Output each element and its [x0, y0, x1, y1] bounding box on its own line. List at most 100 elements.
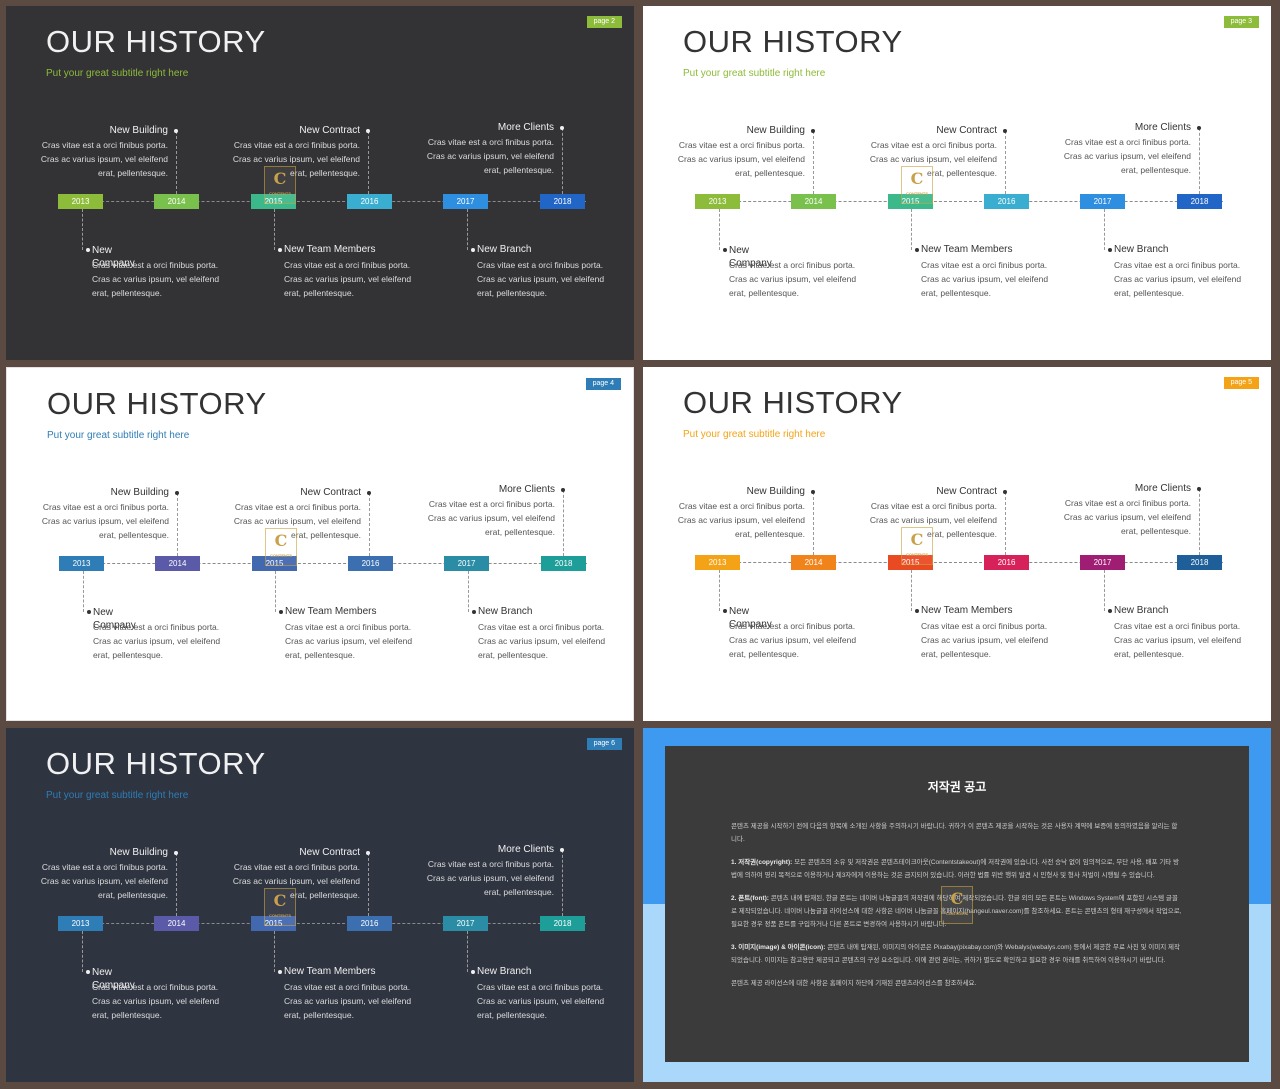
timeline-line [66, 201, 586, 202]
notice-paragraph: 콘텐츠 제공을 시작하기 전에 다음의 항목에 소개된 사항을 주의하시기 바랍… [731, 823, 1178, 843]
event-description: Cras vitae est a orci finibus porta. Cras… [921, 619, 1061, 661]
event-description-line: Cras vitae est a orci finibus porta. [92, 260, 219, 270]
event-description-line: Cras ac varius ipsum, vel eleifend [869, 515, 997, 525]
year-box-2017: 2017 [444, 556, 489, 571]
event-connector [467, 209, 468, 250]
notice-paragraph: 콘텐츠 제공 라이선스에 대한 사항은 홈페이지 하단에 기재된 콘텐츠라이선스… [731, 980, 977, 987]
event-description-line: Cras vitae est a orci finibus porta. [478, 622, 605, 632]
year-box-2013: 2013 [695, 555, 740, 570]
year-box-2017: 2017 [443, 916, 488, 931]
contents-logo: C CONTENTS [264, 166, 296, 204]
event-description-line: Cras ac varius ipsum, vel eleifend [869, 154, 997, 164]
event-description-line: Cras ac varius ipsum, vel eleifend [477, 996, 605, 1006]
slide-subtitle: Put your great subtitle right here [46, 790, 189, 801]
event-title: More Clients [497, 844, 554, 855]
timeline-line [67, 563, 587, 564]
event-description: Cras vitae est a orci finibus porta. Cras… [220, 138, 360, 180]
event-description: Cras vitae est a orci finibus porta. Cras… [220, 860, 360, 902]
page-badge: page 3 [1223, 16, 1259, 28]
event-description: Cras vitae est a orci finibus porta. Cras… [665, 499, 805, 541]
year-box-2014: 2014 [155, 556, 200, 571]
event-description-line: erat, pellentesque. [98, 168, 168, 178]
event-description-line: Cras vitae est a orci finibus porta. [427, 859, 554, 869]
event-description-line: Cras vitae est a orci finibus porta. [477, 260, 604, 270]
event-description-line: erat, pellentesque. [1121, 526, 1191, 536]
event-title: New Building [746, 486, 805, 497]
event-connector [1199, 128, 1200, 194]
event-connector [1005, 131, 1006, 194]
event-dot [1108, 609, 1112, 613]
year-box-2014: 2014 [154, 194, 199, 209]
event-description: Cras vitae est a orci finibus porta. Cras… [221, 500, 361, 542]
event-description-line: Cras ac varius ipsum, vel eleifend [1114, 635, 1242, 645]
event-dot [811, 490, 815, 494]
event-description-line: erat, pellentesque. [735, 529, 805, 539]
event-description-line: Cras ac varius ipsum, vel eleifend [729, 635, 857, 645]
slide-page-6[interactable]: page 6 OUR HISTORY Put your great subtit… [6, 728, 634, 1082]
event-title: New Team Members [284, 966, 376, 977]
page-badge: page 6 [586, 738, 622, 750]
year-box-2018: 2018 [540, 916, 585, 931]
event-connector [82, 209, 83, 250]
event-description: Cras vitae est a orci finibus porta. Cras… [1114, 619, 1254, 661]
event-description: Cras vitae est a orci finibus porta. Cras… [729, 258, 869, 300]
slide-page-5[interactable]: page 5 OUR HISTORY Put your great subtit… [643, 367, 1271, 721]
event-title: New Building [109, 125, 168, 136]
event-description-line: erat, pellentesque. [485, 527, 555, 537]
event-connector [562, 128, 563, 194]
notice-paragraph: 1. 저작권(copyright): 모든 콘텐츠의 소유 및 저작권은 콘텐츠… [731, 859, 1180, 879]
event-connector [82, 931, 83, 972]
event-description-line: Cras vitae est a orci finibus porta. [284, 982, 411, 992]
year-box-2014: 2014 [791, 194, 836, 209]
event-description-line: Cras vitae est a orci finibus porta. [1114, 621, 1241, 631]
event-title: More Clients [1134, 122, 1191, 133]
event-title: New Team Members [284, 244, 376, 255]
year-box-2013: 2013 [695, 194, 740, 209]
event-description-line: erat, pellentesque. [921, 288, 991, 298]
event-description-line: erat, pellentesque. [285, 650, 355, 660]
event-description: Cras vitae est a orci finibus porta. Cras… [284, 980, 424, 1022]
event-description-line: Cras ac varius ipsum, vel eleifend [1063, 512, 1191, 522]
slide-page-2[interactable]: page 2 OUR HISTORY Put your great subtit… [6, 6, 634, 360]
slide-page-4[interactable]: page 4 OUR HISTORY Put your great subtit… [6, 367, 634, 721]
event-title: New Team Members [285, 606, 377, 617]
event-description-line: Cras ac varius ipsum, vel eleifend [285, 636, 413, 646]
event-description-line: Cras vitae est a orci finibus porta. [233, 862, 360, 872]
event-dot [1197, 487, 1201, 491]
event-description: Cras vitae est a orci finibus porta. Cras… [857, 138, 997, 180]
event-description: Cras vitae est a orci finibus porta. Cras… [28, 860, 168, 902]
year-box-2018: 2018 [1177, 555, 1222, 570]
year-box-2014: 2014 [791, 555, 836, 570]
contents-logo: C CONTENTS [265, 528, 297, 566]
slide-subtitle: Put your great subtitle right here [683, 429, 826, 440]
event-description-line: erat, pellentesque. [477, 288, 547, 298]
event-description-line: Cras ac varius ipsum, vel eleifend [232, 876, 360, 886]
event-dot [366, 129, 370, 133]
slide-page-3[interactable]: page 3 OUR HISTORY Put your great subtit… [643, 6, 1271, 360]
contents-logo: C CONTENTS [901, 166, 933, 204]
event-title: New Building [110, 487, 169, 498]
event-description-line: Cras vitae est a orci finibus porta. [729, 260, 856, 270]
event-description-line: Cras ac varius ipsum, vel eleifend [93, 636, 221, 646]
event-title: New Building [109, 847, 168, 858]
year-box-2013: 2013 [58, 194, 103, 209]
event-dot [472, 610, 476, 614]
event-title: New Company [93, 607, 136, 631]
event-description-line: Cras ac varius ipsum, vel eleifend [729, 274, 857, 284]
contents-logo: C CONTENTS [901, 527, 933, 565]
event-dot [366, 851, 370, 855]
event-description-line: erat, pellentesque. [290, 890, 360, 900]
page-badge: page 4 [585, 378, 621, 390]
event-connector [177, 493, 178, 556]
event-description: Cras vitae est a orci finibus porta. Cras… [921, 258, 1061, 300]
event-description-line: Cras ac varius ipsum, vel eleifend [41, 516, 169, 526]
event-dot [86, 248, 90, 252]
event-description: Cras vitae est a orci finibus porta. Cras… [857, 499, 997, 541]
event-description-line: erat, pellentesque. [927, 529, 997, 539]
event-description-line: erat, pellentesque. [99, 530, 169, 540]
event-description-line: Cras vitae est a orci finibus porta. [427, 137, 554, 147]
event-description-line: erat, pellentesque. [284, 288, 354, 298]
event-connector [176, 131, 177, 194]
event-dot [1003, 129, 1007, 133]
slide-copyright-notice[interactable]: 저작권 공고 콘텐츠 제공을 시작하기 전에 다음의 항목에 소개된 사항을 주… [643, 728, 1271, 1082]
